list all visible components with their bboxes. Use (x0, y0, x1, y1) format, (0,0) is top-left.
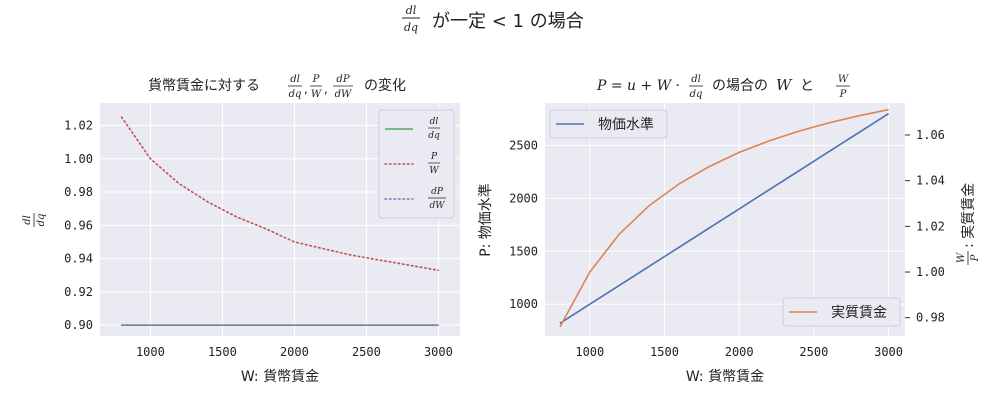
left-y-tick-label: 0.94 (64, 252, 93, 266)
right-left-y-tick-label: 2000 (509, 191, 538, 205)
left-title-frac3-den: dW (335, 89, 352, 100)
legend-label-real-wage: 実質賃金 (831, 305, 887, 321)
right-left-y-tick-label: 2500 (509, 138, 538, 152)
figure-title-frac-num: dl (406, 4, 417, 17)
left-x-tick-label: 1500 (208, 345, 237, 359)
right-left-y-tick-label: 1500 (509, 244, 538, 258)
right-right-y-tick-label: 1.02 (916, 219, 945, 233)
left-title-frac3-num: dP (336, 74, 349, 85)
right-title-frac2-den: P (839, 89, 847, 100)
left-x-tick-label: 3000 (424, 345, 453, 359)
right-x-tick-label: 1500 (650, 345, 679, 359)
left-y-tick-label: 0.96 (64, 218, 93, 232)
right-title-frac-den: dq (690, 89, 703, 100)
right-right-y-ticks: 0.98 1.00 1.02 1.04 1.06 (905, 128, 945, 325)
legend-dldq-den: dq (428, 131, 440, 141)
series-line-real-wage (559, 108, 889, 328)
left-chart-title-fracs: dl dq , P W , dP dW (288, 74, 353, 100)
figure-title: dl dq が一定 < 1 の場合 (402, 4, 584, 34)
right-legend-top: 物価水準 (549, 109, 668, 139)
left-title-frac2-num: P (312, 74, 320, 85)
right-series-lines (559, 108, 890, 328)
left-x-tick-label: 1000 (136, 345, 165, 359)
legend-dpdw-num: dP (431, 187, 444, 197)
series-line-price-level (559, 112, 890, 324)
left-title-comma1: , (304, 82, 308, 96)
left-title-comma2: , (324, 82, 328, 96)
left-y-axis-label: dl dq (22, 213, 47, 227)
left-title-frac1-den: dq (289, 89, 302, 100)
right-x-tick-label: 2500 (799, 345, 828, 359)
legend-pw-num: P (430, 152, 438, 162)
left-chart-title-prefix: 貨幣賃金に対する (148, 77, 260, 94)
left-chart-title-suffix: の変化 (364, 77, 406, 94)
right-left-y-ticks: 1000 1500 2000 2500 (509, 138, 538, 311)
left-y-label-den: dq (36, 214, 47, 227)
right-chart-title-and: と (800, 78, 814, 94)
right-legend-bottom-box (782, 297, 901, 327)
right-legend-top-box (549, 109, 668, 139)
figure-title-text: が一定 < 1 の場合 (432, 11, 584, 32)
left-y-tick-label: 0.92 (64, 285, 93, 299)
right-y2-label-num: W (956, 252, 967, 263)
right-chart-title-mid: の場合の (712, 78, 768, 94)
right-x-ticks: 1000 1500 2000 2500 3000 (575, 345, 903, 359)
right-title-frac2-num: W (838, 74, 849, 85)
left-y-tick-label: 1.02 (64, 118, 93, 132)
left-x-axis-label: W: 貨幣賃金 (241, 368, 319, 385)
right-chart: 1000 1500 2000 2500 3000 1000 1500 2000 2500 0.… (478, 74, 981, 385)
left-y-tick-label: 0.98 (64, 185, 93, 199)
right-title-frac-num: dl (691, 74, 701, 85)
left-y-tick-label: 1.00 (64, 152, 93, 166)
right-right-y-tick-label: 1.00 (916, 265, 945, 279)
left-legend: dl dq P W dP dW (378, 109, 455, 219)
right-y2-label-den: P (970, 254, 981, 262)
legend-dldq-num: dl (430, 117, 439, 127)
right-chart-title-w: W (776, 76, 793, 94)
left-title-frac1-num: dl (290, 74, 300, 85)
right-right-y-tick-label: 1.06 (916, 128, 945, 142)
right-right-y-tick-label: 1.04 (916, 174, 945, 188)
right-legend-bottom: 実質賃金 (782, 297, 901, 327)
right-left-y-tick-label: 1000 (509, 297, 538, 311)
left-y-tick-label: 0.90 (64, 318, 93, 332)
right-x-axis-label: W: 貨幣賃金 (686, 368, 764, 385)
right-right-y-tick-label: 0.98 (916, 311, 945, 325)
left-x-ticks: 1000 1500 2000 2500 3000 (136, 345, 453, 359)
right-x-tick-label: 2000 (725, 345, 754, 359)
left-legend-box (378, 109, 455, 219)
right-left-y-axis-label: P: 物価水準 (478, 183, 494, 257)
left-title-frac2-den: W (311, 89, 322, 100)
left-x-tick-label: 2500 (352, 345, 381, 359)
right-chart-title-math: P = u + W · (596, 78, 680, 94)
legend-pw-den: W (429, 166, 439, 176)
left-x-tick-label: 2000 (280, 345, 309, 359)
left-chart: 1000 1500 2000 2500 3000 0.900.920.940.960.9… (22, 74, 460, 385)
left-y-label-num: dl (22, 215, 33, 225)
figure-title-frac-den: dq (404, 21, 418, 34)
left-y-ticks: 0.90 0.92 0.94 0.96 0.98 1.00 1.02 (64, 118, 93, 332)
right-y2-label-text: : 実質賃金 (961, 183, 977, 248)
legend-label-price-level: 物価水準 (598, 117, 654, 133)
left-series-lines (120, 116, 440, 326)
right-right-y-axis-label: W P : 実質賃金 (956, 183, 981, 265)
right-x-tick-label: 3000 (874, 345, 903, 359)
series-line-pw (120, 116, 440, 272)
legend-dpdw-den: dW (429, 201, 445, 211)
right-x-tick-label: 1000 (575, 345, 604, 359)
